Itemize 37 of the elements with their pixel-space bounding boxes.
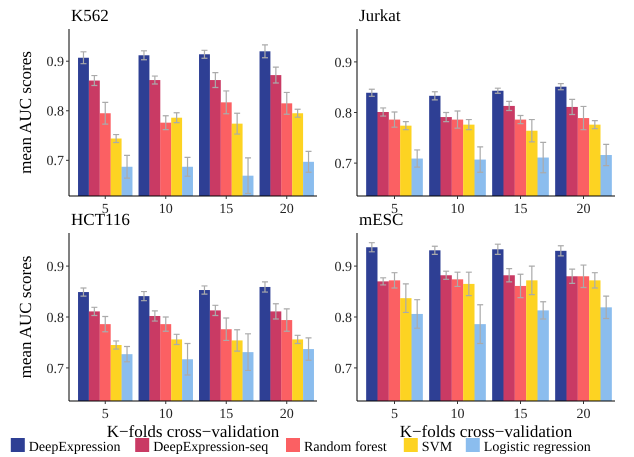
- x-tick-label: 15: [514, 202, 528, 217]
- x-tick-label: 20: [280, 202, 294, 217]
- y-axis-title: mean AUC scores: [16, 51, 35, 174]
- x-tick-label: 10: [158, 202, 173, 217]
- x-tick-label: 5: [391, 407, 398, 422]
- legend-label: DeepExpression-seq: [153, 440, 268, 455]
- y-tick-label: 0.9: [334, 56, 352, 71]
- y-tick-label: 0.8: [334, 310, 352, 326]
- y-tick-label: 0.8: [334, 106, 352, 122]
- x-tick-label: 10: [450, 202, 464, 217]
- y-tick-label: 0.9: [46, 55, 64, 70]
- y-axis-title: mean AUC scores: [16, 256, 35, 378]
- y-tick-label: 0.9: [334, 260, 352, 275]
- legend-label: Logistic regression: [484, 440, 591, 455]
- legend-label: DeepExpression: [28, 440, 121, 455]
- x-tick-label: 10: [158, 407, 173, 422]
- y-tick-label: 0.8: [46, 310, 64, 326]
- x-tick-label: 15: [514, 407, 528, 422]
- x-axis-title: K−folds cross−validation: [106, 422, 280, 441]
- x-tick-label: 15: [219, 407, 234, 422]
- y-tick-label: 0.7: [46, 154, 64, 170]
- y-tick-label: 0.7: [334, 157, 352, 172]
- legend-label: SVM: [422, 440, 453, 455]
- x-tick-label: 10: [450, 407, 464, 422]
- legend-label: Random forest: [304, 440, 387, 455]
- x-axis-title: K−folds cross−validation: [400, 422, 573, 441]
- x-tick-label: 15: [219, 202, 234, 217]
- chart-title: K562: [71, 6, 109, 25]
- chart-title: Jurkat: [359, 6, 401, 25]
- y-tick-label: 0.9: [46, 260, 64, 275]
- x-tick-label: 5: [102, 407, 109, 422]
- x-tick-label: 20: [576, 202, 590, 217]
- y-tick-label: 0.7: [46, 362, 64, 377]
- x-tick-label: 20: [280, 407, 294, 422]
- y-tick-label: 0.7: [334, 362, 352, 377]
- x-tick-label: 20: [576, 407, 590, 422]
- y-tick-label: 0.8: [46, 104, 64, 120]
